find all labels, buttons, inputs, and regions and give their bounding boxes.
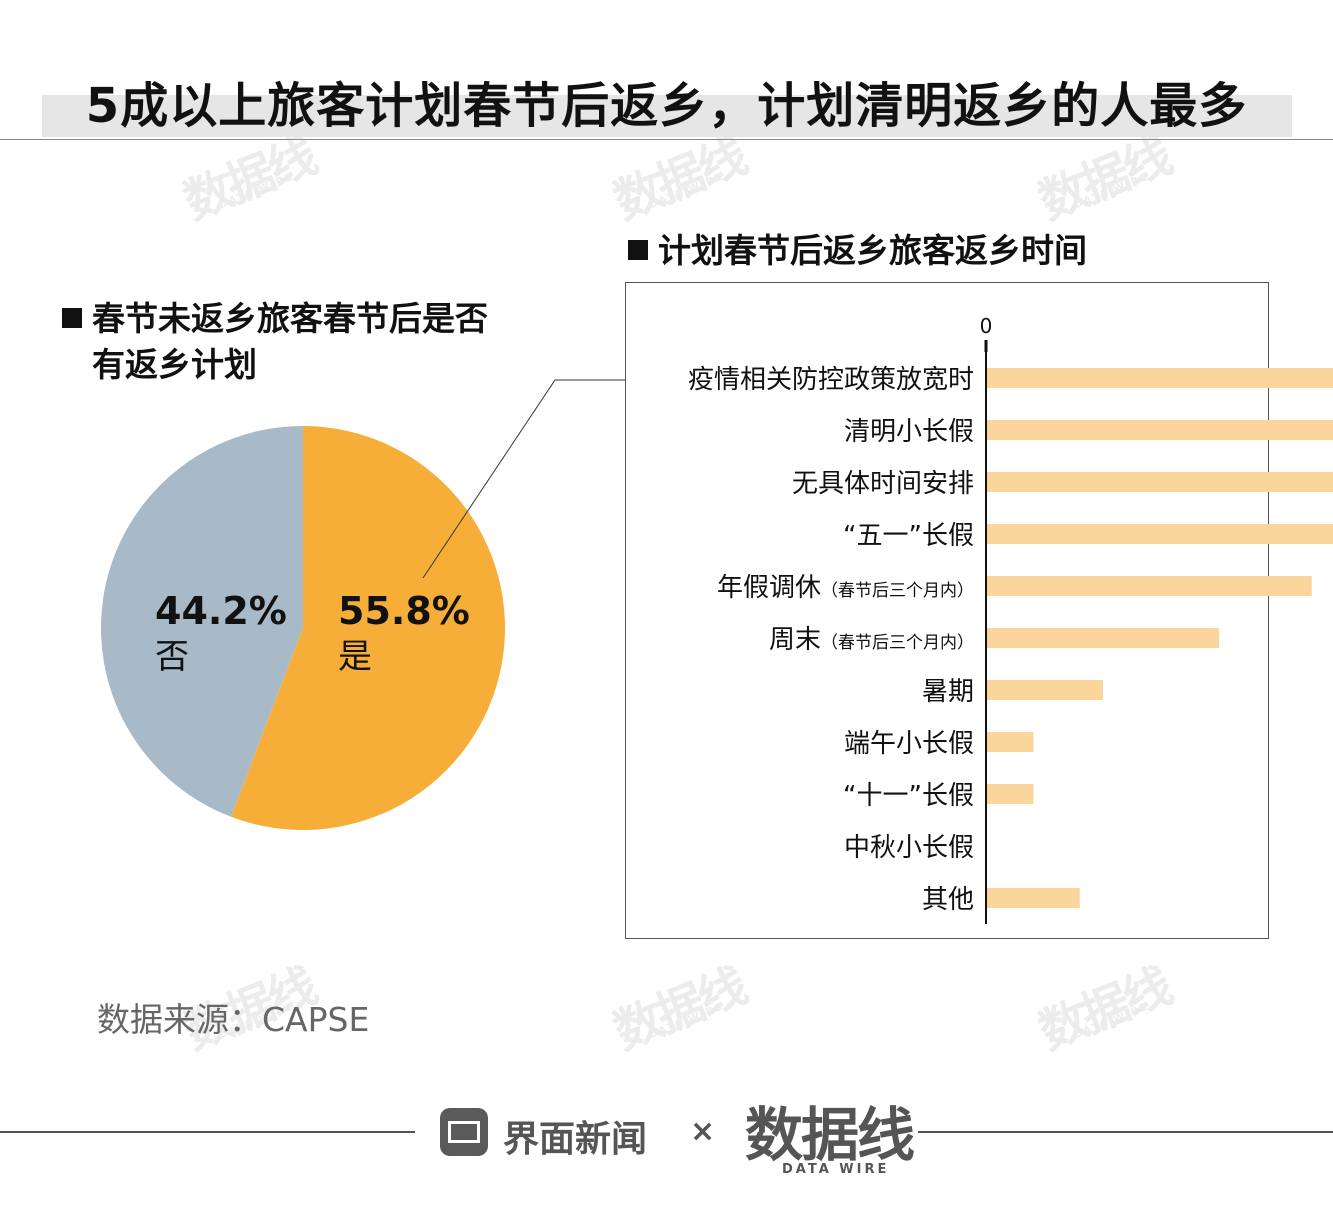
pie-category-label: 否 [155,637,189,677]
category-label: 端午小长假 [844,729,974,759]
pie-category-label: 是 [338,637,372,677]
footer-brand: 界面新闻 [503,1119,648,1160]
category-label: “十一”长假 [843,781,974,811]
data-source: 数据来源：CAPSE [97,1000,370,1039]
category-label: 疫情相关防控政策放宽时 [688,365,974,395]
category-label: 暑期 [922,677,974,707]
bar-chart-frame [625,282,1269,939]
bar [987,680,1103,700]
title-divider [0,139,1333,140]
bar [987,472,1333,492]
category-label: 年假调休（春节后三个月内） [717,573,974,603]
bar [987,888,1080,908]
leader-line [422,379,625,579]
footer-divider-right [918,1131,1333,1133]
category-label: 清明小长假 [844,417,974,447]
bar [987,732,1034,752]
title-band [42,95,1292,137]
bar [987,576,1312,596]
footer-divider-left [0,1131,415,1133]
footer-times: × [690,1114,716,1149]
bar-title-text: 计划春节后返乡旅客返乡时间 [658,231,1087,270]
bar [987,628,1219,648]
pie-chart-title: 春节未返乡旅客春节后是否 有返乡计划 [62,296,488,388]
jiemian-logo-icon [440,1108,488,1156]
pie-slice [231,426,506,830]
bar [987,784,1034,804]
pie-slice [101,426,303,817]
category-label: 其他 [922,885,974,915]
pie-value-label: 55.8% [338,589,470,633]
datawire-logo: 数据线 [745,1101,915,1169]
bar [987,524,1333,544]
category-label: 中秋小长假 [844,833,974,863]
category-label: 无具体时间安排 [792,469,974,499]
category-label: 周末（春节后三个月内） [769,625,974,655]
datawire-logo-sub: DATA WIRE [782,1162,890,1177]
page-title: 5成以上旅客计划春节后返乡，计划清明返乡的人最多 [85,78,1248,134]
pie-title-line2: 有返乡计划 [92,345,257,384]
bullet-square-icon [628,240,648,260]
tick-label: 0 [980,314,993,338]
bar [987,368,1333,388]
category-label: “五一”长假 [843,521,974,551]
pie-title-line1: 春节未返乡旅客春节后是否 [92,299,488,338]
bar [987,420,1333,440]
pie-value-label: 44.2% [155,589,287,633]
bar-chart-title: 计划春节后返乡旅客返乡时间 [628,228,1087,274]
bullet-square-icon [62,308,82,328]
